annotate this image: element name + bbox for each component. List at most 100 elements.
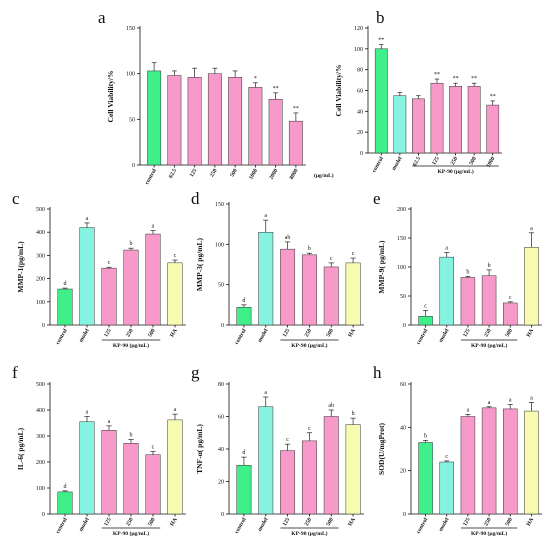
x-tick-label: 8000 <box>289 168 300 181</box>
x-tick-label: model <box>78 328 91 344</box>
significance-label: a <box>509 398 512 404</box>
panel-e: e 0 50 100 150 200 MMP-9( pg/mL) c control a model… <box>373 189 542 349</box>
group-label: KP-90 (μg/mL) <box>291 342 327 349</box>
significance-label: ** <box>471 76 477 82</box>
y-tick-label: 60 <box>400 382 406 388</box>
significance-label: a <box>86 216 89 222</box>
group-label: KP-90 (μg/mL) <box>471 530 507 537</box>
significance-label: ** <box>273 86 279 92</box>
bar <box>79 227 95 326</box>
significance-label: a <box>264 390 267 396</box>
bar <box>503 302 518 326</box>
panel-letter: d <box>191 189 200 208</box>
x-tick-label: 500 <box>229 168 238 178</box>
x-tick-label: HA <box>169 328 178 338</box>
bar <box>228 77 243 166</box>
x-tick-label: 250 <box>483 517 492 527</box>
x-tick-label: 250 <box>304 328 313 338</box>
x-tick-label: 125 <box>103 517 112 527</box>
bar <box>101 267 117 326</box>
y-tick-label: 0 <box>221 323 224 329</box>
bar <box>236 465 252 515</box>
y-tick-label: 80 <box>218 382 224 388</box>
y-tick-label: 200 <box>36 277 45 283</box>
bar <box>481 407 497 515</box>
x-tick-label: control <box>416 517 430 535</box>
y-axis-label: MMP-1(pg/mL) <box>16 241 25 293</box>
bar <box>412 98 425 154</box>
bar <box>147 70 162 166</box>
y-axis-label: SOD(U/mgProt) <box>377 423 386 475</box>
significance-label: b <box>130 432 133 438</box>
bar <box>145 454 161 515</box>
bar <box>460 277 476 326</box>
x-tick-label: control <box>55 517 69 535</box>
x-tick-label: model <box>438 328 451 344</box>
x-tick-label: 250 <box>304 517 313 527</box>
x-tick-label: model <box>78 517 91 533</box>
y-tick-label: 80 <box>357 68 363 74</box>
y-axis-label: Cell Viability/% <box>106 71 115 123</box>
panel-letter: c <box>12 189 20 208</box>
bar <box>345 424 361 515</box>
bar <box>167 262 183 326</box>
bar <box>481 275 497 326</box>
bar <box>57 288 73 326</box>
significance-label: c <box>352 251 355 257</box>
x-tick-label: 125 <box>462 517 471 527</box>
bar <box>374 48 388 154</box>
significance-label: c <box>286 437 289 443</box>
bar <box>236 307 252 326</box>
y-tick-label: 20 <box>357 130 363 136</box>
x-tick-label: 500 <box>505 328 514 338</box>
y-tick-label: 150 <box>215 202 224 208</box>
y-tick-label: 120 <box>354 26 363 32</box>
x-tick-label: 500 <box>147 328 156 338</box>
bar <box>57 491 73 515</box>
panel-letter: f <box>12 363 18 382</box>
group-label: KP-90 (μg/mL) <box>291 530 327 537</box>
significance-label: a <box>530 226 533 232</box>
bar <box>248 87 263 166</box>
x-tick-label: 500 <box>326 328 335 338</box>
bar <box>280 450 296 515</box>
y-tick-label: 50 <box>129 117 135 123</box>
group-label: KP-90 (μg/mL) <box>437 168 473 175</box>
significance-label: a <box>488 400 491 406</box>
significance-label: ** <box>490 94 496 100</box>
significance-label: a <box>264 213 267 219</box>
x-tick-label: control <box>234 328 248 346</box>
bar <box>268 98 283 166</box>
y-axis-label: MMP-3( pg/mL) <box>195 237 204 291</box>
panel-a: a 0 50 100 150 Cell Viability/% control 62.5 125… <box>98 8 334 186</box>
bar <box>288 120 303 166</box>
y-tick-label: 20 <box>218 480 224 486</box>
group-label: KP-90 (μg/mL) <box>471 342 507 349</box>
y-tick-label: 0 <box>403 323 406 329</box>
bar <box>503 408 518 515</box>
bar <box>524 410 539 515</box>
x-tick-label: 2000 <box>269 168 280 181</box>
x-unit-label: (μg/mL) <box>314 172 334 179</box>
bar <box>449 86 462 154</box>
significance-label: a <box>467 407 470 413</box>
y-tick-label: 200 <box>397 207 406 213</box>
x-tick-label: HA <box>169 517 178 527</box>
significance-label: a <box>108 419 111 425</box>
significance-label: c <box>445 454 448 460</box>
bar <box>301 254 317 326</box>
bar <box>323 266 339 326</box>
significance-label: a <box>152 224 155 230</box>
x-tick-label: control <box>416 328 430 346</box>
y-tick-label: 50 <box>218 283 224 289</box>
x-tick-label: model <box>438 517 451 533</box>
x-tick-label: 125 <box>103 328 112 338</box>
significance-label: d <box>242 298 245 304</box>
bar <box>345 262 361 326</box>
bar <box>430 82 444 154</box>
x-tick-label: model <box>257 517 270 533</box>
panel-letter: b <box>376 8 385 27</box>
y-axis-label: MMP-9( pg/mL) <box>377 240 386 294</box>
bar <box>167 75 182 166</box>
significance-label: b <box>466 269 469 275</box>
